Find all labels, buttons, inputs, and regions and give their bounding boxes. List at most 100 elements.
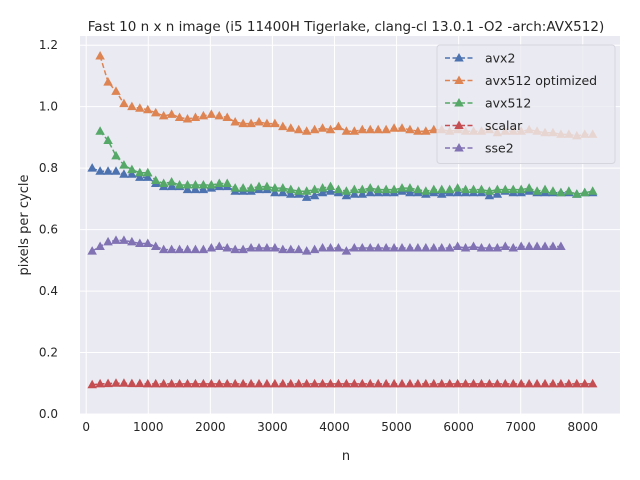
- data-point: [238, 378, 248, 388]
- data-point: [143, 238, 153, 247]
- data-point: [158, 378, 169, 388]
- data-point: [587, 186, 598, 195]
- data-point: [357, 378, 368, 388]
- data-point: [158, 178, 169, 188]
- data-point: [405, 183, 415, 192]
- data-point: [508, 378, 518, 388]
- data-point: [293, 378, 304, 388]
- data-point: [476, 184, 487, 194]
- data-point: [444, 243, 455, 252]
- data-point: [405, 378, 415, 388]
- data-point: [150, 241, 161, 251]
- data-point: [119, 98, 129, 108]
- data-point: [135, 238, 145, 247]
- data-point: [270, 243, 280, 252]
- data-point: [405, 243, 415, 252]
- data-point: [373, 184, 383, 194]
- data-point: [135, 167, 145, 177]
- data-point: [143, 172, 153, 181]
- data-point: [111, 235, 121, 244]
- data-point: [500, 184, 511, 194]
- data-point: [468, 378, 479, 388]
- data-point: [95, 241, 105, 251]
- series-avx512: [95, 126, 598, 198]
- data-point: [254, 378, 264, 388]
- legend-label: scalar: [485, 118, 523, 133]
- data-point: [278, 378, 288, 388]
- data-point: [436, 243, 447, 252]
- data-point: [579, 378, 590, 388]
- x-tick-label: 5000: [381, 420, 412, 434]
- data-point: [238, 244, 248, 254]
- data-point: [262, 118, 272, 128]
- data-point: [301, 186, 312, 195]
- legend-item: avx512 optimized: [445, 73, 597, 88]
- data-point: [397, 183, 407, 192]
- data-point: [365, 183, 375, 192]
- data-point: [325, 186, 336, 195]
- data-point: [309, 378, 320, 388]
- data-point: [325, 181, 336, 191]
- data-point: [484, 378, 495, 388]
- data-point: [325, 243, 336, 252]
- data-point: [397, 123, 407, 132]
- data-point: [158, 244, 169, 254]
- data-point: [103, 135, 113, 144]
- data-point: [452, 378, 463, 388]
- data-point: [421, 126, 431, 135]
- data-point: [135, 103, 145, 112]
- data-point: [174, 378, 185, 388]
- data-point: [484, 190, 495, 200]
- data-point: [286, 378, 296, 388]
- legend-marker: [454, 75, 464, 84]
- data-point: [119, 235, 129, 244]
- data-point: [150, 175, 161, 184]
- data-point: [286, 189, 296, 198]
- data-point: [103, 378, 113, 388]
- data-point: [421, 243, 431, 252]
- data-point: [349, 184, 360, 194]
- data-point: [95, 126, 105, 135]
- data-point: [436, 189, 447, 198]
- data-point: [317, 183, 328, 192]
- data-point: [166, 181, 177, 191]
- data-point: [174, 112, 185, 121]
- data-point: [484, 186, 495, 195]
- data-point: [206, 243, 217, 252]
- data-point: [389, 184, 399, 194]
- data-point: [278, 187, 288, 197]
- data-point: [429, 378, 439, 388]
- data-point: [508, 184, 518, 194]
- data-point: [389, 243, 399, 252]
- y-tick-label: 0.6: [39, 223, 58, 237]
- x-tick-label: 6000: [443, 420, 474, 434]
- data-point: [95, 166, 105, 175]
- data-point: [270, 378, 280, 388]
- y-tick-label: 0.8: [39, 161, 58, 175]
- data-point: [524, 183, 534, 192]
- data-point: [349, 126, 360, 135]
- data-point: [587, 378, 598, 388]
- data-point: [301, 246, 312, 255]
- data-point: [548, 241, 558, 251]
- legend-item: sse2: [445, 141, 514, 156]
- data-point: [143, 167, 153, 177]
- data-point: [532, 378, 542, 388]
- data-point: [206, 109, 217, 118]
- data-point: [516, 378, 526, 388]
- data-point: [238, 183, 248, 192]
- data-point: [556, 241, 566, 251]
- data-point: [365, 243, 375, 252]
- legend-item: avx2: [445, 51, 515, 66]
- data-point: [421, 378, 431, 388]
- data-point: [95, 50, 105, 60]
- data-point: [230, 117, 240, 126]
- data-point: [397, 378, 407, 388]
- data-point: [206, 378, 217, 388]
- data-point: [214, 378, 225, 388]
- data-point: [270, 183, 280, 192]
- data-point: [452, 183, 463, 192]
- x-tick-label: 1000: [133, 420, 164, 434]
- legend-marker: [454, 120, 464, 129]
- data-point: [190, 244, 201, 254]
